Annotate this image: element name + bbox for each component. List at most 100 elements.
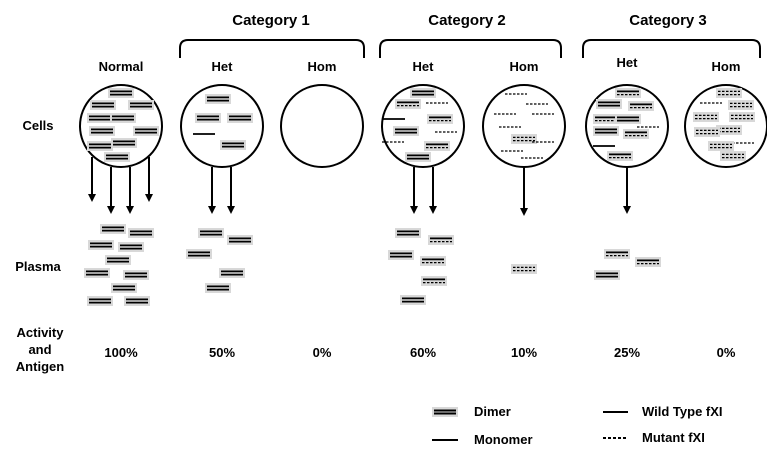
- secretion-arrows: [88, 157, 631, 216]
- dimer-glyph: [511, 264, 537, 274]
- dimer-glyph: [227, 113, 253, 123]
- dimer-glyph: [615, 88, 641, 98]
- dimer-glyph: [128, 100, 154, 110]
- dimer-glyph: [393, 126, 419, 136]
- cell-normal: [79, 84, 163, 168]
- cell-cat2-hom: [482, 84, 566, 168]
- legend-dimer-symbol: [432, 407, 458, 417]
- dimer-glyph: [388, 250, 414, 260]
- dimer-glyph: [596, 99, 622, 109]
- dimer-glyph: [198, 228, 224, 238]
- molecules-layer: [84, 88, 755, 306]
- genotype-label: Normal: [99, 59, 144, 74]
- genotype-label: Het: [212, 59, 234, 74]
- activity-value: 10%: [511, 345, 537, 360]
- dimer-glyph: [87, 141, 113, 151]
- dimer-glyph: [128, 228, 154, 238]
- dimer-glyph: [428, 235, 454, 245]
- cell-cat3-hom: [684, 84, 767, 168]
- dimer-glyph: [424, 141, 450, 151]
- legend: Dimer Monomer Wild Type fXI Mutant fXI: [432, 404, 723, 447]
- dimer-glyph: [227, 235, 253, 245]
- plasma-row-label: Plasma: [15, 259, 61, 274]
- dimer-glyph: [110, 113, 136, 123]
- category-2-label: Category 2: [428, 12, 506, 29]
- cells-row-label: Cells: [22, 118, 53, 133]
- dimer-glyph: [623, 129, 649, 139]
- dimer-glyph: [716, 88, 742, 98]
- dimer-glyph: [607, 151, 633, 161]
- dimer-glyph: [90, 100, 116, 110]
- dimer-glyph: [593, 126, 619, 136]
- category-2-bracket: [379, 39, 562, 58]
- dimer-glyph: [405, 152, 431, 162]
- category-3-label: Category 3: [629, 12, 707, 29]
- activity-value: 0%: [313, 345, 332, 360]
- dimer-glyph: [729, 112, 755, 122]
- category-1-label: Category 1: [232, 12, 310, 29]
- activity-value: 60%: [410, 345, 436, 360]
- dimer-glyph: [694, 127, 720, 137]
- category-1-bracket: [179, 39, 365, 58]
- activity-row-label: Activity: [17, 325, 65, 340]
- dimer-glyph: [400, 295, 426, 305]
- cell-cat1-hom: [280, 84, 364, 168]
- dimer-glyph: [205, 283, 231, 293]
- dimer-glyph: [104, 152, 130, 162]
- dimer-glyph: [133, 126, 159, 136]
- activity-row-label: and: [28, 342, 51, 357]
- dimer-glyph: [111, 138, 137, 148]
- dimer-glyph: [728, 100, 754, 110]
- dimer-glyph: [594, 270, 620, 280]
- dimer-glyph: [716, 125, 742, 135]
- dimer-glyph: [124, 296, 150, 306]
- dimer-glyph: [111, 283, 137, 293]
- legend-monomer-label: Monomer: [474, 432, 533, 447]
- dimer-glyph: [219, 268, 245, 278]
- activity-row-label: Antigen: [16, 359, 64, 374]
- genotype-label: Het: [413, 59, 435, 74]
- dimer-glyph: [720, 151, 746, 161]
- activity-value: 25%: [614, 345, 640, 360]
- category-3-bracket: [582, 39, 761, 58]
- dimer-glyph: [420, 256, 446, 266]
- legend-wildtype-label: Wild Type fXI: [642, 404, 723, 419]
- dimer-glyph: [87, 296, 113, 306]
- legend-mutant-label: Mutant fXI: [642, 430, 705, 445]
- cell-cat2-het: [381, 84, 465, 168]
- dimer-glyph: [220, 140, 246, 150]
- activity-value: 0%: [717, 345, 736, 360]
- legend-dimer-label: Dimer: [474, 404, 511, 419]
- dimer-glyph: [88, 240, 114, 250]
- dimer-glyph: [89, 126, 115, 136]
- dimer-glyph: [395, 99, 421, 109]
- dimer-glyph: [604, 249, 630, 259]
- dimer-glyph: [693, 112, 719, 122]
- cell-cat1-het: [180, 84, 264, 168]
- dimer-glyph: [205, 94, 231, 104]
- dimer-glyph: [708, 141, 734, 151]
- dimer-glyph: [100, 224, 126, 234]
- dimer-glyph: [395, 228, 421, 238]
- activity-value: 50%: [209, 345, 235, 360]
- dimer-glyph: [105, 255, 131, 265]
- dimer-glyph: [628, 101, 654, 111]
- dimer-glyph: [186, 249, 212, 259]
- activity-value: 100%: [104, 345, 138, 360]
- genotype-label: Hom: [712, 59, 741, 74]
- dimer-glyph: [87, 113, 113, 123]
- dimer-glyph: [84, 268, 110, 278]
- genotype-label: Hom: [308, 59, 337, 74]
- dimer-glyph: [123, 270, 149, 280]
- dimer-glyph: [421, 276, 447, 286]
- genotype-label: Hom: [510, 59, 539, 74]
- dimer-glyph: [195, 113, 221, 123]
- dimer-glyph: [108, 88, 134, 98]
- genotype-label: Het: [617, 55, 639, 70]
- dimer-glyph: [615, 114, 641, 124]
- dimer-glyph: [118, 242, 144, 252]
- dimer-glyph: [410, 88, 436, 98]
- dimer-glyph: [635, 257, 661, 267]
- dimer-glyph: [427, 114, 453, 124]
